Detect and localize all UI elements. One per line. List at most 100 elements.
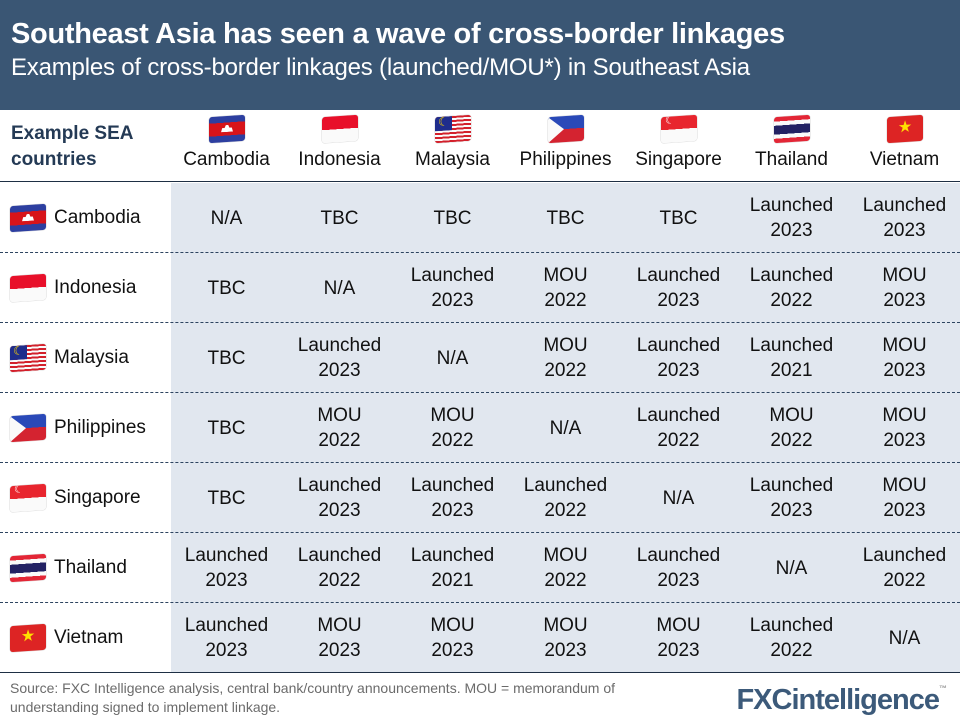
cell-year: 2023 [883, 430, 926, 451]
cell-year: 2022 [318, 570, 361, 591]
table-cell: Launched 2022 [735, 603, 848, 673]
cell-year: 2023 [318, 640, 361, 661]
column-header-label: Indonesia [298, 149, 381, 170]
cell-year: 2023 [770, 220, 813, 241]
cell-year: 2023 [318, 360, 361, 381]
cell-status: Launched [636, 265, 721, 286]
cell-status: Launched [184, 615, 269, 636]
thailand-flag-icon [773, 114, 810, 144]
cell-status: MOU [769, 405, 814, 426]
table-cell: TBC [622, 183, 735, 253]
table-cell: N/A [735, 533, 848, 603]
cell-year: 2021 [431, 570, 474, 591]
cell-year: 2022 [770, 290, 813, 311]
column-header-row: Example SEA countries Cambodia Indonesia M… [0, 110, 960, 182]
cell-year: 2023 [657, 360, 700, 381]
row-label-philippines: Philippines [10, 393, 146, 463]
cell-status: Launched [749, 475, 834, 496]
cell-year: 2023 [431, 500, 474, 521]
table-cell: MOU 2023 [509, 603, 622, 673]
table-row: Malaysia TBC Launched 2023 N/A MOU 2022 Launche… [0, 323, 960, 393]
column-header-label: Vietnam [869, 149, 940, 170]
singapore-flag-icon [660, 114, 697, 144]
cell-status: MOU [882, 335, 927, 356]
row-label-text: Singapore [54, 487, 141, 508]
cell-status: MOU [882, 475, 927, 496]
table-cell: Launched 2023 [396, 463, 509, 533]
chart-title: Southeast Asia has seen a wave of cross-… [11, 18, 785, 50]
table-cell: N/A [848, 603, 960, 673]
cell-status: Launched [749, 615, 834, 636]
cell-year: 2023 [205, 570, 248, 591]
row-header-label-line1: Example SEA [11, 123, 134, 144]
table-row: SingaporeTBCLaunched2023Launched2023Laun… [0, 463, 960, 533]
cambodia-flag-icon [208, 114, 245, 144]
column-header-malaysia: Malaysia [396, 114, 509, 172]
cell-status: N/A [662, 487, 695, 509]
cell-year: 2022 [544, 360, 587, 381]
table-cell: Launched 2023 [283, 463, 396, 533]
table-cell: MOU 2022 [509, 253, 622, 323]
cell-status: MOU [430, 615, 475, 636]
table-cell: MOU 2022 [396, 393, 509, 463]
cell-year: 2023 [657, 570, 700, 591]
cell-status: MOU [882, 405, 927, 426]
row-label-singapore: Singapore [10, 463, 141, 533]
table-cell: N/A [283, 253, 396, 323]
cell-status: N/A [323, 277, 356, 299]
column-header-singapore: Singapore [622, 114, 735, 172]
table-cell: Launched 2021 [396, 533, 509, 603]
cell-year: 2022 [770, 640, 813, 661]
table-cell: MOU 2023 [848, 323, 960, 393]
table-body-background [171, 183, 960, 673]
logo-trademark: ™ [939, 684, 947, 693]
table-cell: MOU 2023 [848, 393, 960, 463]
cell-status: N/A [436, 347, 469, 369]
cell-status: TBC [207, 277, 246, 299]
indonesia-flag-icon [10, 273, 46, 303]
cell-year: 2023 [657, 290, 700, 311]
thailand-flag-icon [10, 553, 46, 583]
table-cell: TBC [396, 183, 509, 253]
row-label-thailand: Thailand [10, 533, 127, 603]
table-cell: N/A [622, 463, 735, 533]
cell-status: MOU [543, 545, 588, 566]
table-cell: N/A [509, 393, 622, 463]
cell-status: Launched [862, 545, 947, 566]
logo-intelligence: intelligence [791, 684, 940, 716]
table-cell: Launched 2023 [622, 253, 735, 323]
table-cell: TBC [170, 323, 283, 393]
cell-year: 2022 [657, 430, 700, 451]
cell-year: 2022 [544, 570, 587, 591]
cell-year: 2023 [883, 290, 926, 311]
cell-status: Launched [636, 545, 721, 566]
cell-year: 2023 [544, 640, 587, 661]
cell-status: TBC [207, 487, 246, 509]
row-label-vietnam: Vietnam [10, 603, 123, 673]
cell-status: TBC [320, 207, 359, 229]
cell-year: 2022 [544, 500, 587, 521]
cell-status: N/A [549, 417, 582, 439]
table-cell: Launched 2023 [622, 323, 735, 393]
cell-status: N/A [210, 207, 243, 229]
column-header-label: Singapore [635, 149, 722, 170]
cell-year: 2022 [770, 430, 813, 451]
table-row: Indonesia TBC N/A Launched 2023 MOU 2022 Launch… [0, 253, 960, 323]
row-label-text: Philippines [54, 417, 146, 438]
row-label-indonesia: Indonesia [10, 253, 136, 323]
cell-year: 2023 [205, 640, 248, 661]
table-cell: Launched 2023 [622, 533, 735, 603]
singapore-flag-icon [10, 483, 46, 513]
table-cell: Launched 2021 [735, 323, 848, 393]
cell-status: Launched [749, 265, 834, 286]
cell-status: TBC [433, 207, 472, 229]
cell-status: N/A [775, 557, 808, 579]
cell-year: 2023 [883, 500, 926, 521]
cell-year: 2023 [883, 220, 926, 241]
cambodia-flag-icon [10, 203, 46, 233]
table-cell: Launched 2023 [848, 183, 960, 253]
linkage-table: Example SEA countries Cambodia Indonesia M… [0, 110, 960, 673]
vietnam-flag-icon [886, 114, 923, 144]
table-cell: N/A [396, 323, 509, 393]
table-cell: TBC [170, 253, 283, 323]
